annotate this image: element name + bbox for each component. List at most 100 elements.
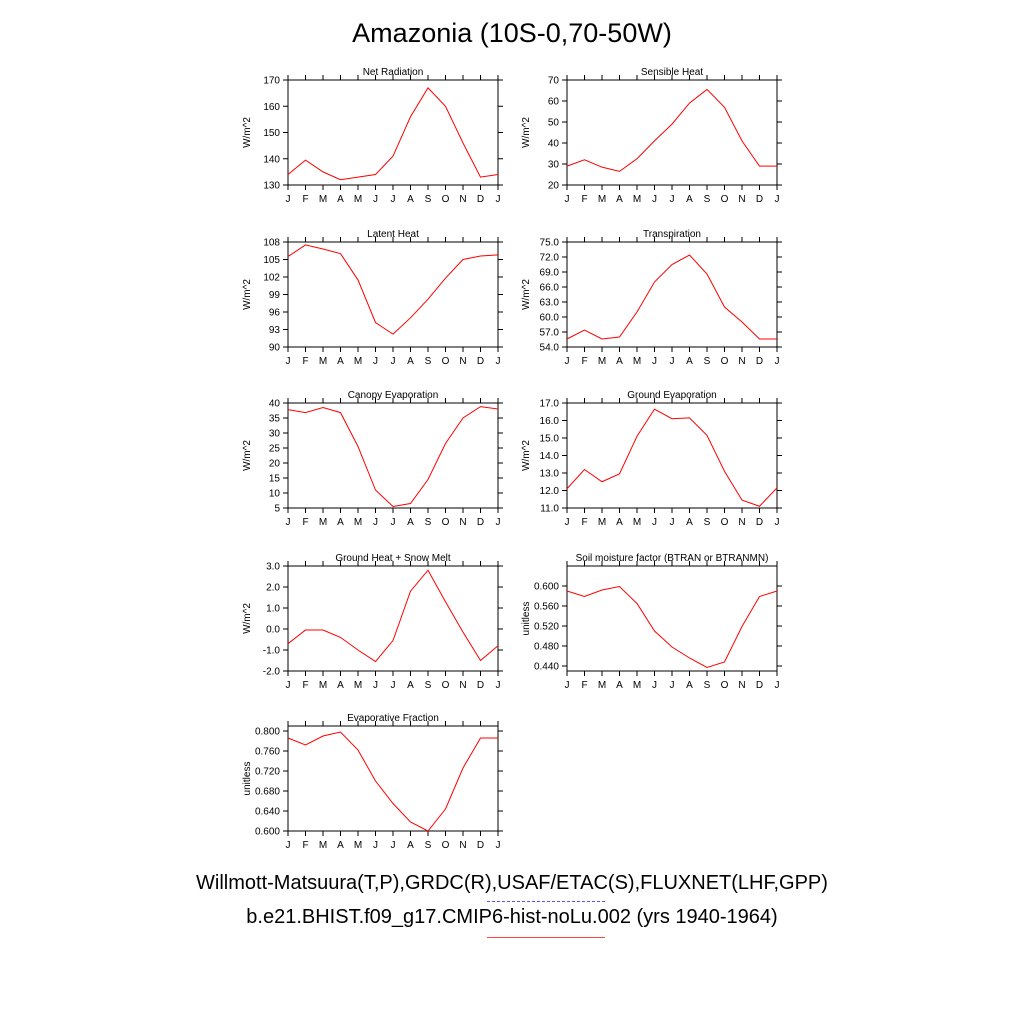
panel-ground-evaporation: Ground Evaporation J F M A M J J A S O N D J 11.0 12.0 1…	[521, 390, 827, 541]
x-tick-label: S	[704, 194, 711, 205]
x-tick-label: J	[286, 517, 291, 528]
x-tick-label: D	[477, 840, 484, 851]
x-tick-label: O	[442, 680, 450, 691]
x-tick-label: O	[721, 194, 729, 205]
legend-observations-label: Willmott-Matsuura(T,P),GRDC(R),USAF/ETAC…	[196, 872, 828, 894]
y-tick-label: 0.800	[255, 727, 280, 738]
x-tick-label: O	[442, 356, 450, 367]
x-tick-label: J	[391, 517, 396, 528]
x-tick-label: F	[581, 194, 587, 205]
x-tick-label: A	[407, 356, 414, 367]
y-axis-label: W/m^2	[242, 603, 253, 634]
x-tick-label: M	[598, 517, 606, 528]
x-tick-label: D	[756, 194, 763, 205]
y-tick-label: 150	[263, 128, 280, 139]
x-tick-label: F	[302, 840, 308, 851]
x-tick-label: O	[721, 680, 729, 691]
x-tick-label: J	[391, 840, 396, 851]
y-tick-label: 15	[269, 474, 281, 485]
chart-title: Evaporative Fraction	[347, 713, 439, 724]
x-tick-label: J	[496, 840, 501, 851]
x-tick-label: S	[425, 356, 432, 367]
x-tick-label: N	[459, 840, 466, 851]
x-tick-label: J	[286, 356, 291, 367]
y-axis-label: W/m^2	[242, 279, 253, 310]
y-axis-label: W/m^2	[242, 117, 253, 148]
x-tick-label: J	[652, 194, 657, 205]
x-tick-label: A	[337, 840, 344, 851]
y-tick-label: 0.760	[255, 747, 280, 758]
y-tick-label: 60	[548, 97, 560, 108]
x-tick-label: F	[302, 194, 308, 205]
x-tick-label: M	[319, 840, 327, 851]
chart-title: Sensible Heat	[641, 67, 703, 78]
x-tick-label: F	[302, 517, 308, 528]
x-tick-label: J	[391, 356, 396, 367]
y-tick-label: 0.640	[255, 807, 280, 818]
x-tick-label: M	[319, 680, 327, 691]
x-tick-label: O	[442, 517, 450, 528]
x-tick-label: A	[407, 517, 414, 528]
x-tick-label: J	[565, 517, 570, 528]
y-tick-label: 54.0	[540, 343, 560, 354]
x-tick-label: J	[565, 356, 570, 367]
plot-frame	[287, 725, 499, 832]
x-tick-label: J	[373, 194, 378, 205]
y-axis-label: W/m^2	[521, 440, 532, 471]
plot-frame	[566, 79, 778, 186]
x-tick-label: J	[286, 840, 291, 851]
x-tick-label: A	[616, 517, 623, 528]
y-tick-label: 99	[269, 290, 281, 301]
series-line	[566, 88, 777, 172]
y-tick-label: 0.720	[255, 767, 280, 778]
y-tick-label: 0.520	[534, 622, 559, 633]
y-tick-label: 11.0	[540, 504, 559, 515]
x-tick-label: S	[704, 356, 711, 367]
x-tick-label: D	[477, 517, 484, 528]
series-line	[566, 408, 778, 507]
x-tick-label: F	[302, 356, 308, 367]
y-tick-label: 63.0	[540, 298, 560, 309]
y-tick-label: 93	[269, 325, 281, 336]
plot-frame	[566, 241, 778, 348]
x-tick-label: J	[652, 517, 657, 528]
x-tick-label: N	[459, 356, 466, 367]
y-tick-label: 10	[269, 489, 281, 500]
x-tick-label: N	[459, 194, 466, 205]
x-tick-label: A	[616, 194, 623, 205]
y-tick-label: 14.0	[540, 451, 560, 462]
x-tick-label: M	[354, 840, 362, 851]
panel-net-radiation: Net Radiation J F M A M J J A S O N D J 130 140 150 160 17…	[242, 67, 548, 218]
x-tick-label: D	[477, 356, 484, 367]
x-tick-label: S	[704, 680, 711, 691]
x-tick-label: J	[670, 517, 675, 528]
x-tick-label: N	[738, 194, 745, 205]
y-axis-label: W/m^2	[242, 440, 253, 471]
x-tick-label: J	[373, 517, 378, 528]
legend-model-swatch	[487, 937, 605, 938]
y-tick-label: 20	[548, 181, 560, 192]
x-tick-label: F	[581, 680, 587, 691]
panel-soil-moisture-factor: Soil moisture factor (BTRAN or BTRANMN) J…	[521, 553, 827, 704]
y-tick-label: -2.0	[263, 667, 281, 678]
chart-title: Ground Evaporation	[627, 390, 717, 401]
x-tick-label: J	[496, 680, 501, 691]
x-tick-label: A	[616, 680, 623, 691]
x-tick-label: F	[581, 517, 587, 528]
y-tick-label: 25	[269, 444, 281, 455]
x-tick-label: D	[477, 194, 484, 205]
series-line	[287, 87, 499, 181]
x-tick-label: J	[391, 194, 396, 205]
x-tick-label: O	[442, 840, 450, 851]
y-tick-label: 90	[269, 343, 281, 354]
x-tick-label: N	[459, 680, 466, 691]
chart-title: Transpiration	[643, 229, 701, 240]
y-tick-label: 0.440	[534, 662, 559, 673]
y-tick-label: 12.0	[540, 486, 560, 497]
x-tick-label: S	[425, 517, 432, 528]
y-tick-label: 70	[548, 76, 560, 87]
y-tick-label: 40	[269, 399, 281, 410]
